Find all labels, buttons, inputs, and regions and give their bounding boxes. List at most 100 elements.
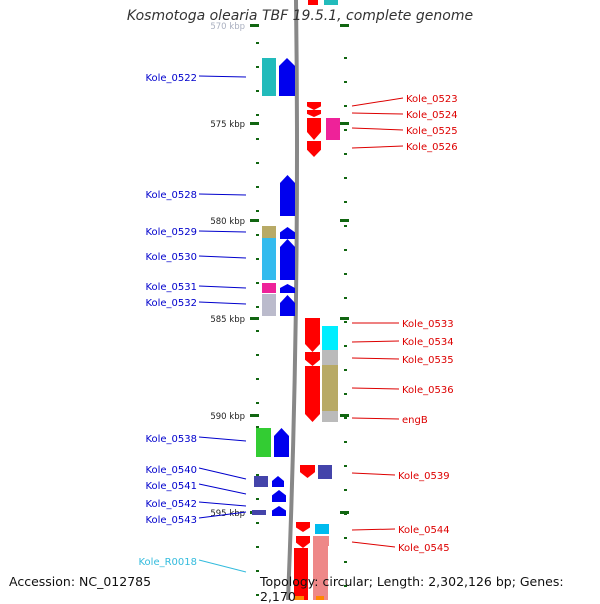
right-guide-dot xyxy=(344,249,347,251)
gene-cds-block xyxy=(322,411,338,422)
scale-tick xyxy=(340,317,349,320)
gene-cds-block xyxy=(254,476,268,487)
right-gene-label: Kole_0523 xyxy=(406,94,458,105)
gene-cds-block xyxy=(294,548,308,600)
right-guide-dot xyxy=(344,273,347,275)
right-label-leader xyxy=(351,472,396,476)
left-label-leader xyxy=(198,483,247,495)
gene-arrow xyxy=(307,118,321,140)
right-gene-label: Kole_0544 xyxy=(398,525,450,536)
left-label-leader xyxy=(198,230,247,233)
scale-tick-label: 580 kbp xyxy=(210,217,245,227)
left-guide-dot xyxy=(256,114,259,116)
gene-arrow xyxy=(272,476,284,487)
gene-cds-block xyxy=(262,226,276,238)
gene-cds-block xyxy=(256,428,271,457)
scale-tick-label: 590 kbp xyxy=(210,412,245,422)
right-label-leader xyxy=(351,528,396,531)
right-label-leader xyxy=(351,340,400,343)
right-guide-dot xyxy=(344,561,347,563)
gene-cds-block xyxy=(252,510,266,515)
scale-tick-label: 575 kbp xyxy=(210,120,245,130)
right-guide-dot xyxy=(344,81,347,83)
right-gene-label: Kole_0535 xyxy=(402,355,454,366)
gene-cds-block xyxy=(322,350,338,365)
right-guide-dot xyxy=(344,393,347,395)
gene-arrow xyxy=(272,506,286,516)
left-gene-label: Kole_0532 xyxy=(145,298,197,309)
left-guide-dot xyxy=(256,354,259,356)
left-guide-dot xyxy=(256,42,259,44)
gene-arrow xyxy=(296,536,310,548)
gene-arrow xyxy=(305,352,320,366)
gene-cds-block xyxy=(318,465,332,479)
left-guide-dot xyxy=(256,234,259,236)
left-gene-label: Kole_0543 xyxy=(145,515,197,526)
left-gene-label: Kole_0540 xyxy=(145,465,197,476)
scale-tick xyxy=(250,219,259,222)
right-guide-dot xyxy=(344,441,347,443)
right-label-leader xyxy=(351,97,404,107)
scale-tick-label: 570 kbp xyxy=(210,22,245,32)
right-guide-dot xyxy=(344,177,347,179)
left-guide-dot xyxy=(256,474,259,476)
right-label-leader xyxy=(351,417,400,420)
right-guide-dot xyxy=(344,465,347,467)
gene-arrow xyxy=(274,428,289,457)
scale-tick xyxy=(250,317,259,320)
left-label-leader xyxy=(198,75,247,78)
gene-arrow xyxy=(272,490,286,502)
left-guide-dot xyxy=(256,402,259,404)
gene-cds-block xyxy=(262,58,276,96)
right-label-leader xyxy=(351,145,404,149)
gene-arrow xyxy=(280,227,295,239)
gene-arrow xyxy=(296,522,310,532)
scale-tick xyxy=(250,414,259,417)
left-guide-dot xyxy=(256,186,259,188)
gene-arrow xyxy=(300,465,315,478)
right-guide-dot xyxy=(344,417,347,419)
left-guide-dot xyxy=(256,210,259,212)
left-label-leader xyxy=(198,467,247,480)
left-gene-label: Kole_0542 xyxy=(145,499,197,510)
left-guide-dot xyxy=(256,282,259,284)
gene-cds-block xyxy=(262,238,276,280)
scale-tick xyxy=(340,24,349,27)
accession-text: Accession: NC_012785 xyxy=(9,574,152,589)
left-guide-dot xyxy=(256,90,259,92)
gene-arrow xyxy=(305,318,320,352)
right-guide-dot xyxy=(344,129,347,131)
right-gene-label: engB xyxy=(402,415,428,426)
scale-tick xyxy=(340,219,349,222)
genome-backbone xyxy=(286,0,299,601)
left-guide-dot xyxy=(256,570,259,572)
right-guide-dot xyxy=(344,585,347,587)
left-guide-dot xyxy=(256,426,259,428)
gene-cds-block xyxy=(308,0,318,5)
right-label-leader xyxy=(351,112,404,115)
gene-cds-block xyxy=(313,546,328,600)
left-label-leader xyxy=(198,559,247,573)
left-guide-dot xyxy=(256,162,259,164)
right-gene-label: Kole_0534 xyxy=(402,337,454,348)
right-gene-label: Kole_0539 xyxy=(398,471,450,482)
gene-arrow xyxy=(280,239,295,280)
scale-tick xyxy=(340,414,349,417)
right-gene-label: Kole_0524 xyxy=(406,110,458,121)
right-gene-label: Kole_0526 xyxy=(406,142,458,153)
left-gene-label: Kole_R0018 xyxy=(138,557,197,568)
left-label-leader xyxy=(198,436,247,442)
left-label-leader xyxy=(198,193,247,196)
left-gene-label: Kole_0522 xyxy=(145,73,197,84)
gene-cds-block xyxy=(262,283,276,293)
gene-cds-block xyxy=(322,326,338,350)
left-label-leader xyxy=(198,501,247,507)
left-guide-dot xyxy=(256,66,259,68)
gene-cds-block xyxy=(313,536,329,546)
right-gene-label: Kole_0536 xyxy=(402,385,454,396)
gene-arrow xyxy=(307,141,321,157)
left-guide-dot xyxy=(256,306,259,308)
gene-arrow xyxy=(280,284,295,293)
right-guide-dot xyxy=(344,369,347,371)
